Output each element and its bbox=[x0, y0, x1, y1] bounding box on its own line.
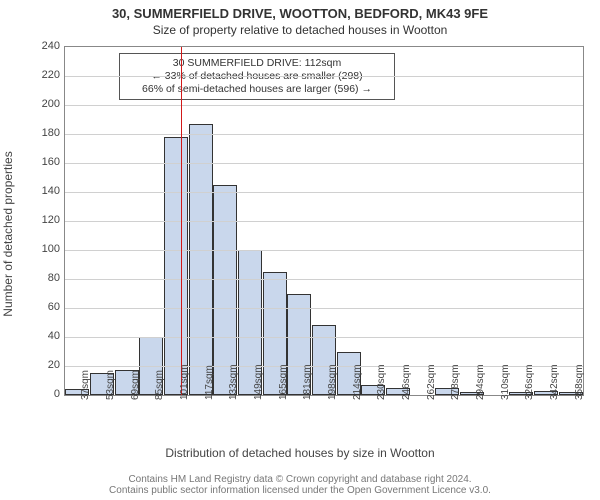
x-tick-label: 246sqm bbox=[401, 364, 412, 400]
y-tick-label: 200 bbox=[30, 98, 60, 110]
x-tick-label: 342sqm bbox=[549, 364, 560, 400]
plot-region: 30 SUMMERFIELD DRIVE: 112sqm← 33% of det… bbox=[64, 46, 584, 396]
x-tick-label: 214sqm bbox=[352, 364, 363, 400]
x-tick-label: 294sqm bbox=[475, 364, 486, 400]
x-tick-label: 133sqm bbox=[228, 364, 239, 400]
chart-title: 30, SUMMERFIELD DRIVE, WOOTTON, BEDFORD,… bbox=[0, 0, 600, 21]
gridline bbox=[65, 163, 583, 164]
x-tick-label: 181sqm bbox=[302, 364, 313, 400]
y-tick-label: 140 bbox=[30, 185, 60, 197]
y-tick-label: 220 bbox=[30, 69, 60, 81]
y-tick-label: 240 bbox=[30, 40, 60, 52]
property-size-line bbox=[181, 47, 182, 395]
gridline bbox=[65, 76, 583, 77]
footer-text: Contains HM Land Registry data © Crown c… bbox=[0, 474, 600, 496]
y-tick-label: 40 bbox=[30, 330, 60, 342]
x-axis-label: Distribution of detached houses by size … bbox=[0, 446, 600, 460]
histogram-bar bbox=[189, 124, 213, 395]
x-tick-label: 310sqm bbox=[500, 364, 511, 400]
x-tick-label: 278sqm bbox=[450, 364, 461, 400]
x-tick-label: 262sqm bbox=[426, 364, 437, 400]
histogram-bar bbox=[164, 137, 188, 395]
annotation-line: 30 SUMMERFIELD DRIVE: 112sqm bbox=[125, 57, 389, 70]
annotation-line: 66% of semi-detached houses are larger (… bbox=[125, 83, 389, 96]
x-tick-label: 101sqm bbox=[179, 364, 190, 400]
gridline bbox=[65, 134, 583, 135]
x-tick-label: 149sqm bbox=[253, 364, 264, 400]
gridline bbox=[65, 279, 583, 280]
y-tick-label: 180 bbox=[30, 127, 60, 139]
y-tick-label: 20 bbox=[30, 359, 60, 371]
footer-line-1: Contains HM Land Registry data © Crown c… bbox=[0, 474, 600, 485]
y-tick-label: 60 bbox=[30, 301, 60, 313]
gridline bbox=[65, 337, 583, 338]
chart-area: Number of detached properties 30 SUMMERF… bbox=[44, 46, 584, 422]
x-tick-label: 117sqm bbox=[204, 365, 215, 400]
x-tick-label: 326sqm bbox=[524, 364, 535, 400]
y-tick-label: 120 bbox=[30, 214, 60, 226]
x-tick-label: 37sqm bbox=[80, 370, 91, 400]
footer-line-2: Contains public sector information licen… bbox=[0, 485, 600, 496]
y-tick-label: 80 bbox=[30, 272, 60, 284]
y-tick-label: 0 bbox=[30, 388, 60, 400]
y-tick-label: 100 bbox=[30, 243, 60, 255]
x-tick-label: 53sqm bbox=[105, 370, 116, 400]
gridline bbox=[65, 192, 583, 193]
chart-subtitle: Size of property relative to detached ho… bbox=[0, 21, 600, 37]
gridline bbox=[65, 221, 583, 222]
gridline bbox=[65, 105, 583, 106]
x-tick-label: 230sqm bbox=[376, 364, 387, 400]
x-tick-label: 198sqm bbox=[327, 364, 338, 400]
x-tick-label: 165sqm bbox=[278, 364, 289, 400]
x-tick-label: 85sqm bbox=[154, 370, 165, 400]
x-tick-label: 69sqm bbox=[130, 370, 141, 400]
y-tick-label: 160 bbox=[30, 156, 60, 168]
x-tick-label: 358sqm bbox=[574, 364, 585, 400]
gridline bbox=[65, 250, 583, 251]
gridline bbox=[65, 308, 583, 309]
y-axis-label: Number of detached properties bbox=[1, 151, 15, 316]
